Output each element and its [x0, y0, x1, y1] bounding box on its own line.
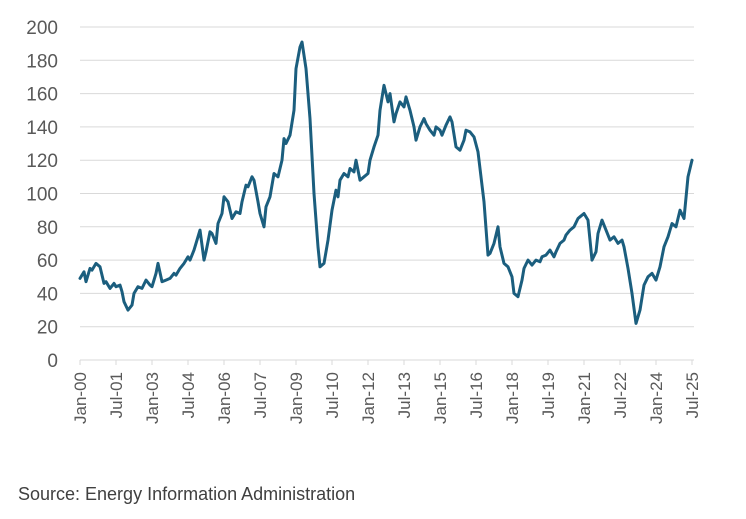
y-tick-label: 120 — [26, 151, 58, 172]
gridlines — [80, 26, 694, 328]
x-tick-label: Jul-01 — [107, 372, 126, 418]
x-axis — [79, 359, 694, 365]
x-tick-label: Jan-00 — [71, 372, 90, 424]
y-tick-label: 0 — [47, 351, 58, 372]
x-tick-label: Jan-21 — [575, 372, 594, 424]
x-tick-label: Jul-19 — [539, 372, 558, 418]
x-tick-label: Jan-18 — [503, 372, 522, 424]
line-chart: 0 20 40 60 80 100 120 140 160 180 200 Jan-00 Jul-01… — [26, 18, 702, 424]
x-tick-label: Jul-16 — [467, 372, 486, 418]
x-tick-label: Jan-03 — [143, 372, 162, 424]
series-line-price — [78, 40, 694, 325]
x-tick-label: Jul-25 — [683, 372, 702, 418]
y-tick-label: 180 — [26, 51, 58, 72]
y-tick-label: 160 — [26, 85, 58, 106]
x-tick-label: Jul-22 — [611, 372, 630, 418]
y-tick-label: 40 — [37, 284, 58, 305]
y-tick-label: 140 — [26, 118, 58, 139]
x-tick-label: Jan-12 — [359, 372, 378, 424]
x-tick-label: Jan-06 — [215, 372, 234, 424]
x-tick-label: Jan-24 — [647, 372, 666, 424]
y-tick-label: 80 — [37, 218, 58, 239]
x-tick-label: Jan-09 — [287, 372, 306, 424]
x-tick-label: Jul-07 — [251, 372, 270, 418]
source-note: Source: Energy Information Administratio… — [18, 484, 356, 504]
y-tick-label: 60 — [37, 251, 58, 272]
series-group — [78, 40, 694, 325]
x-tick-label: Jul-04 — [179, 372, 198, 418]
y-tick-label: 20 — [37, 318, 58, 339]
y-tick-label: 100 — [26, 185, 58, 206]
y-axis-tick-labels: 0 20 40 60 80 100 120 140 160 180 200 — [26, 18, 58, 372]
x-tick-label: Jul-13 — [395, 372, 414, 418]
x-tick-label: Jan-15 — [431, 372, 450, 424]
y-tick-label: 200 — [26, 18, 58, 39]
x-tick-label: Jul-10 — [323, 372, 342, 418]
x-axis-tick-labels: Jan-00 Jul-01 Jan-03 Jul-04 Jan-06 Jul-07 Jan-… — [71, 372, 702, 424]
